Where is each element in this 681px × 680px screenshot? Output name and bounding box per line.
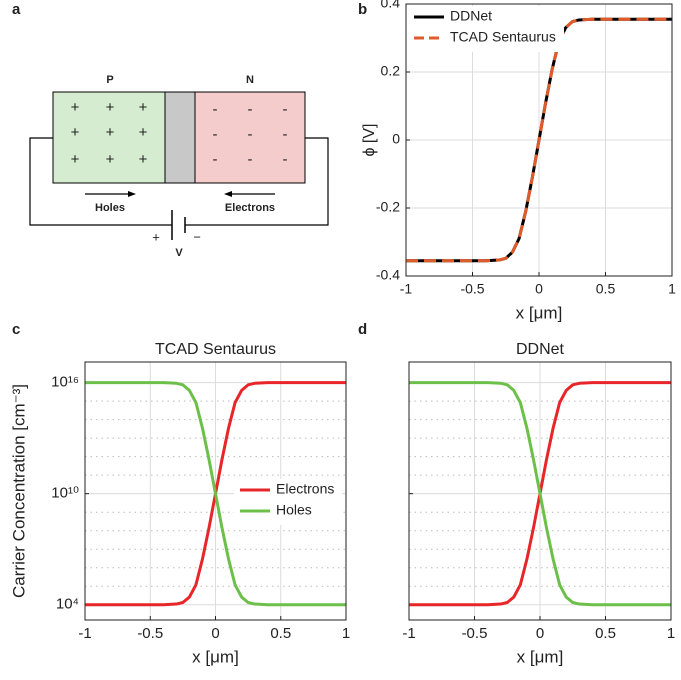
chart-title: DDNet [516, 341, 565, 358]
plus-sign: + [71, 99, 80, 116]
minus-sign: - [213, 126, 218, 143]
plus-sign: + [139, 124, 148, 141]
x-axis-label: x [μm] [192, 647, 239, 666]
minus-sign: - [283, 151, 288, 168]
plus-sign: + [106, 99, 115, 116]
battery-plus: + [152, 229, 160, 244]
diagram: a P N + + + + + + + + + - - - - - - - - - Holes Electrons… [12, 1, 329, 259]
legend-label: Electrons [276, 481, 334, 497]
y-tick-label: 0.2 [381, 63, 401, 79]
plus-sign: + [106, 151, 115, 168]
plus-sign: + [139, 99, 148, 116]
panel-label: a [12, 1, 21, 18]
voltage-label: V [175, 247, 183, 259]
x-tick-label: 0 [211, 625, 219, 642]
plus-sign: + [71, 151, 80, 168]
electrons-label: Electrons [225, 202, 275, 214]
legend-label: Holes [276, 502, 312, 518]
n-label: N [246, 74, 254, 86]
x-tick-label: 0 [536, 625, 544, 642]
depletion-region [164, 91, 196, 184]
x-tick-label: -1 [400, 281, 413, 297]
battery-minus: − [193, 229, 201, 244]
x-tick-label: 1 [668, 281, 676, 297]
p-region [52, 91, 166, 184]
minus-sign: - [248, 126, 253, 143]
p-label: P [106, 74, 113, 86]
x-tick-label: 1 [667, 625, 675, 642]
axes-frame [84, 361, 347, 621]
electrons-arrow-head [224, 191, 232, 197]
minus-sign: - [248, 151, 253, 168]
x-axis-label: x [μm] [517, 647, 564, 666]
x-tick-label: 0.5 [270, 625, 291, 642]
plus-sign: + [106, 124, 115, 141]
x-tick-label: -0.5 [460, 281, 484, 297]
x-tick-label: -0.5 [137, 625, 163, 642]
y-tick-label: -0.2 [376, 199, 400, 215]
n-region [194, 91, 306, 184]
minus-sign: - [213, 101, 218, 118]
y-tick-label: 10¹⁶ [51, 374, 79, 391]
legend-box [408, 6, 564, 52]
axes-frame [405, 3, 673, 277]
circuit-wire [29, 137, 329, 226]
panel-label: d [358, 321, 367, 338]
y-tick-label: 0.4 [381, 0, 401, 11]
series-line [406, 17, 672, 263]
x-tick-label: 1 [342, 625, 350, 642]
y-tick-label: 0 [392, 131, 400, 147]
x-tick-label: -1 [78, 625, 91, 642]
x-axis-label: x [μm] [516, 303, 563, 322]
series-line [85, 381, 346, 607]
x-tick-label: 0.5 [596, 281, 616, 297]
y-axis-label: ϕ [V] [361, 124, 378, 157]
minus-sign: - [248, 101, 253, 118]
holes-arrow-head [128, 191, 136, 197]
charge-signs: + + + + + + + + + - - - - - - - - - [71, 99, 288, 168]
minus-sign: - [213, 151, 218, 168]
axes-frame [408, 361, 672, 621]
minus-sign: - [283, 126, 288, 143]
y-tick-label: 10⁴ [56, 596, 79, 613]
legend-label: TCAD Sentaurus [450, 29, 556, 45]
plus-sign: + [139, 151, 148, 168]
panel-label: b [358, 1, 367, 18]
chart-title: TCAD Sentaurus [155, 341, 276, 358]
y-axis-label: Carrier Concentration [cm⁻³] [9, 384, 28, 598]
legend-box [234, 479, 342, 525]
x-tick-label: -1 [402, 625, 415, 642]
legend-label: DDNet [450, 8, 492, 24]
panel-label: c [12, 321, 20, 338]
series-line [409, 381, 671, 607]
x-tick-label: 0.5 [595, 625, 616, 642]
x-tick-label: -0.5 [462, 625, 488, 642]
y-tick-label: -0.4 [376, 267, 400, 283]
minus-sign: - [283, 101, 288, 118]
holes-label: Holes [95, 202, 125, 214]
x-tick-label: 0 [535, 281, 543, 297]
y-tick-label: 10¹⁰ [51, 485, 79, 502]
plus-sign: + [71, 124, 80, 141]
